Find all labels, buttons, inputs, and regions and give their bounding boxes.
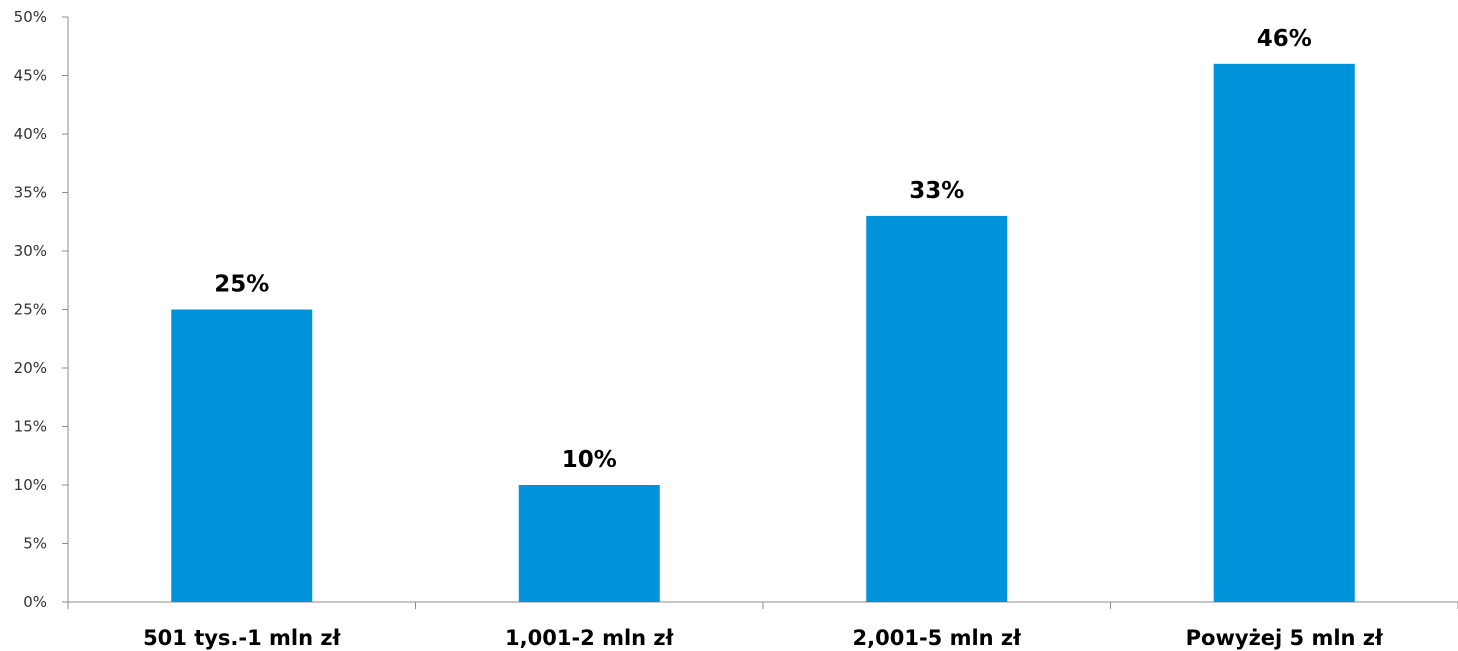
- y-tick-label: 40%: [14, 125, 47, 143]
- category-label: 1,001-2 mln zł: [505, 626, 675, 650]
- y-tick-label: 15%: [14, 418, 47, 436]
- y-tick-label: 10%: [14, 476, 47, 494]
- y-tick-label: 5%: [23, 535, 47, 553]
- category-label: 2,001-5 mln zł: [853, 626, 1023, 650]
- category-labels: 501 tys.-1 mln zł 1,001-2 mln zł 2,001-5 m…: [143, 626, 1384, 650]
- y-tick-label: 25%: [14, 301, 47, 319]
- y-tick-label: 0%: [23, 593, 47, 611]
- data-labels: 25% 10% 33% 46%: [214, 26, 1312, 473]
- y-axis: 0% 5% 10% 15% 20% 25% 30% 35% 40% 45% 50%: [14, 8, 69, 611]
- bar: [518, 485, 660, 602]
- y-tick-label: 35%: [14, 184, 47, 202]
- bars: [171, 63, 1355, 603]
- category-label: Powyżej 5 mln zł: [1186, 626, 1384, 650]
- bar: [171, 309, 313, 602]
- y-tick-label: 45%: [14, 67, 47, 85]
- data-label: 33%: [909, 178, 964, 204]
- data-label: 10%: [562, 447, 617, 473]
- data-label: 25%: [214, 272, 269, 298]
- category-label: 501 tys.-1 mln zł: [143, 626, 342, 650]
- bar: [866, 215, 1008, 602]
- y-tick-label: 30%: [14, 242, 47, 260]
- data-label: 46%: [1257, 26, 1312, 52]
- y-tick-label: 50%: [14, 8, 47, 26]
- x-axis: [67, 601, 1458, 609]
- y-tick-label: 20%: [14, 359, 47, 377]
- bar: [1213, 63, 1355, 603]
